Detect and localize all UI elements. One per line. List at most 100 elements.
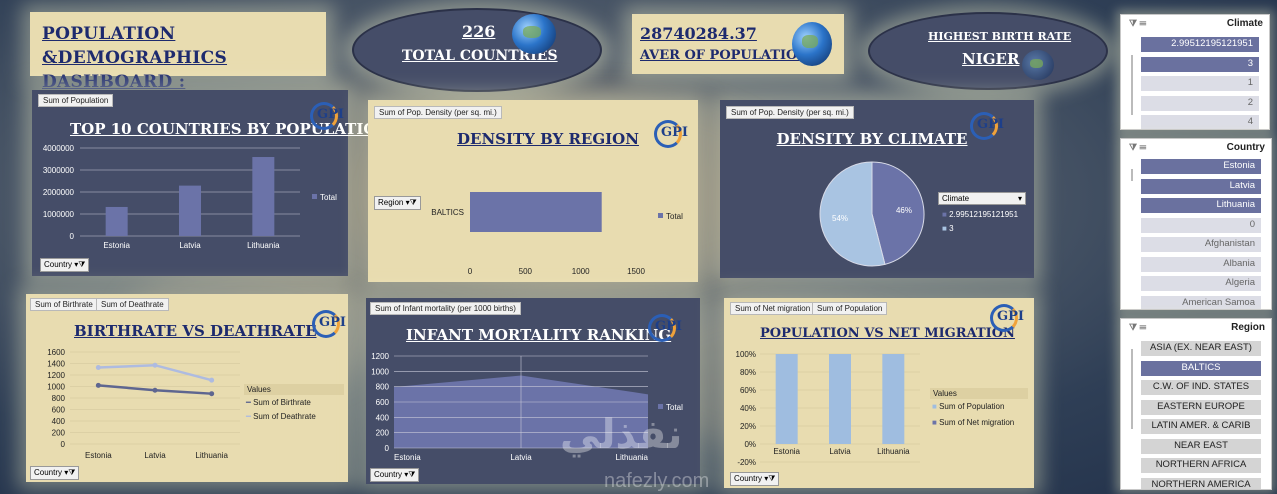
slicer-item-region[interactable]: EASTERN EUROPE (1141, 399, 1261, 415)
slicer-item-country[interactable]: Lithuania (1141, 198, 1261, 213)
chart-title: POPULATION VS NET MIGRATION (760, 326, 1015, 341)
filter-icon: ▾⧩ (405, 198, 417, 207)
legend-entry: ■ Sum of Population (932, 402, 1004, 411)
legend-entry: ■ 3 (942, 224, 954, 233)
dashboard-title-line2: DASHBOARD : (42, 72, 186, 92)
slicer-item-country[interactable]: American Samoa (1141, 295, 1261, 309)
y-tick-label: 1200 (47, 371, 65, 380)
field-tag-sum-population[interactable]: Sum of Population (38, 94, 114, 107)
y-tick-label: 800 (52, 394, 66, 403)
filter-label: Country (734, 474, 763, 483)
slicer-item-region[interactable]: BALTICS (1141, 360, 1261, 376)
slicer-title: Region (1231, 322, 1265, 333)
filter-label: Country (44, 260, 73, 269)
global-population-insights-logo: GPI (308, 310, 346, 340)
chart-title: DENSITY BY REGION (457, 130, 639, 148)
y-tick-label: 800 (376, 383, 390, 392)
field-tag-infant-mortality[interactable]: Sum of Infant mortality (per 1000 births… (370, 302, 521, 315)
slicer-scrollbar[interactable] (1131, 169, 1133, 181)
clear-filter-icon[interactable]: ⧩ ☰ (1129, 322, 1147, 332)
dashboard-title-card: POPULATION &DEMOGRAPHICS DASHBOARD : (30, 12, 326, 92)
y-tick-label: 0 (61, 440, 66, 449)
legend-swatch (312, 194, 317, 199)
slicer-item-country[interactable]: Albania (1141, 256, 1261, 272)
filter-country-dropdown[interactable]: Country ▾⧩ (370, 468, 420, 482)
data-point (209, 377, 215, 383)
slicer-region[interactable]: ⧩ ☰ Region ASIA (EX. NEAR EAST) BALTICS C.… (1120, 318, 1272, 490)
global-population-insights-logo: GPI (986, 304, 1024, 334)
slicer-title: Country (1226, 142, 1265, 153)
y-tick-label: 1600 (47, 348, 65, 357)
slicer-item-region[interactable]: NORTHERN AMERICA (1141, 477, 1261, 489)
slicer-item-climate[interactable]: 2 (1141, 95, 1259, 111)
slicer-item-country[interactable]: Afghanistan (1141, 237, 1261, 252)
slicer-item-climate[interactable]: 3 (1141, 56, 1259, 72)
legend-swatch: ■ (932, 402, 937, 411)
bar (829, 354, 851, 444)
slicer-item-region[interactable]: ASIA (EX. NEAR EAST) (1141, 341, 1261, 356)
slicer-item-region[interactable]: C.W. OF IND. STATES (1141, 380, 1261, 395)
slicer-item-climate[interactable]: 2.99512195121951 (1141, 37, 1259, 52)
y-tick-label: 400 (52, 417, 66, 426)
legend-label: Sum of Deathrate (253, 412, 316, 421)
y-tick-label: 200 (376, 429, 390, 438)
chevron-down-icon: ▾ (1017, 194, 1022, 203)
filter-region-dropdown[interactable]: Region ▾⧩ (374, 196, 421, 210)
data-point (152, 387, 158, 393)
x-tick-label: 1000 (572, 267, 590, 276)
slicer-item-region[interactable]: NORTHERN AFRICA (1141, 458, 1261, 473)
field-tag-sum-population[interactable]: Sum of Population (812, 302, 888, 315)
field-tag-pop-density[interactable]: Sum of Pop. Density (per sq. mi.) (374, 106, 502, 119)
slicer-item-country[interactable]: Estonia (1141, 159, 1261, 174)
x-tick-label: Lithuania (195, 451, 228, 460)
legend-climate-dropdown[interactable]: Climate ▾ (938, 192, 1026, 205)
kpi-countries-label: TOTAL COUNTRIES (402, 48, 558, 64)
kpi-avg-label: AVER OF POPULATION (640, 48, 810, 63)
x-tick-label: Estonia (394, 453, 421, 462)
legend-line-swatch: ━ (246, 398, 251, 407)
x-tick-label: Lithuania (877, 447, 910, 456)
legend-filter-label: Climate (942, 194, 970, 203)
global-population-insights-logo: GPI (966, 112, 1004, 142)
slicer-item-climate[interactable]: 4 (1141, 115, 1259, 129)
desk-globe-icon (792, 22, 832, 66)
slicer-scrollbar[interactable] (1131, 349, 1133, 429)
x-tick-label: Estonia (773, 447, 800, 456)
field-tag-sum-deathrate[interactable]: Sum of Deathrate (96, 298, 169, 311)
slicer-header: ⧩ ☰ Region (1121, 319, 1271, 337)
slicer-scrollbar[interactable] (1131, 55, 1133, 115)
data-point (95, 365, 101, 371)
field-tag-pop-density[interactable]: Sum of Pop. Density (per sq. mi.) (726, 106, 854, 119)
slicer-item-country[interactable]: Latvia (1141, 178, 1261, 194)
global-population-insights-logo: GPI (644, 314, 682, 344)
global-population-insights-logo: GPI (306, 102, 344, 132)
legend-label: Sum of Birthrate (253, 398, 311, 407)
filter-label: Region (378, 198, 404, 207)
x-tick-label: 1500 (627, 267, 645, 276)
slicer-country[interactable]: ⧩ ☰ Country Estonia Latvia Lithuania 0 Afgha… (1120, 138, 1272, 310)
filter-label: Country (374, 470, 403, 479)
filter-icon: ▾⧩ (74, 260, 86, 269)
slicer-item-climate[interactable]: 1 (1141, 76, 1259, 91)
chart-population-vs-migration: Sum of Net migration Sum of Population P… (724, 298, 1034, 488)
clear-filter-icon[interactable]: ⧩ ☰ (1129, 142, 1147, 152)
slicer-item-region[interactable]: LATIN AMER. & CARIB (1141, 419, 1261, 434)
filter-country-dropdown[interactable]: Country ▾⧩ (40, 258, 90, 272)
x-tick-label: 0 (468, 267, 473, 276)
filter-country-dropdown[interactable]: Country ▾⧩ (30, 466, 80, 480)
slicer-climate[interactable]: ⧩ ☰ Climate 2.99512195121951 3 1 2 4 (1120, 14, 1270, 130)
y-tick-label: 3000000 (43, 166, 75, 175)
clear-filter-icon[interactable]: ⧩ ☰ (1129, 18, 1147, 28)
filter-country-dropdown[interactable]: Country ▾⧩ (730, 472, 780, 486)
legend-total: Total (666, 403, 683, 412)
y-tick-label: 40% (740, 404, 756, 413)
chart-birthrate-vs-deathrate: Sum of Birthrate Sum of Deathrate BIRTHR… (26, 294, 348, 482)
slicer-item-country[interactable]: 0 (1141, 217, 1261, 233)
legend-total: Total (666, 212, 683, 221)
dashboard-title-line1: POPULATION &DEMOGRAPHICS (42, 24, 228, 68)
legend-entry: ━ Sum of Birthrate (246, 398, 311, 407)
slicer-item-region[interactable]: NEAR EAST (1141, 438, 1261, 454)
legend-label: Sum of Net migration (939, 418, 1015, 427)
legend-swatch: ■ (942, 210, 947, 219)
slicer-item-country[interactable]: Algeria (1141, 276, 1261, 291)
